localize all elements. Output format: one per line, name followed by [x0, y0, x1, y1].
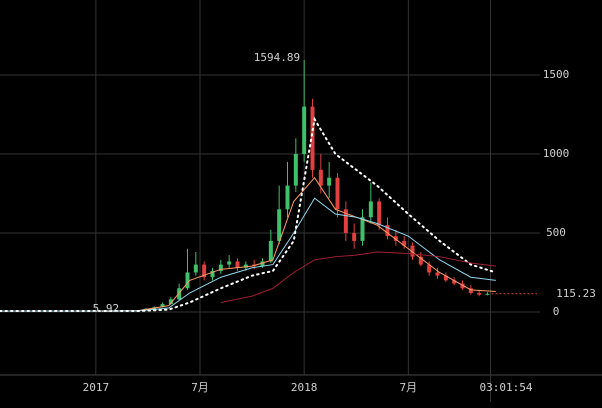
candle-body — [368, 201, 373, 218]
candle-body — [435, 272, 440, 276]
candle-body — [485, 293, 490, 295]
candle-body — [193, 264, 198, 273]
candle-body — [360, 217, 365, 241]
candle-body — [177, 288, 182, 300]
candle-body — [160, 304, 165, 308]
candle-body — [185, 272, 190, 289]
candle-body — [243, 264, 248, 268]
x-tick-label: 2017 — [83, 381, 110, 394]
candle-body — [168, 299, 173, 305]
candle-body — [268, 240, 273, 262]
candle-body — [218, 264, 223, 271]
candle-body — [202, 264, 207, 278]
candle-body — [352, 232, 357, 241]
candle-body — [443, 275, 448, 281]
candle-body — [410, 245, 415, 257]
ma-line — [0, 176, 496, 312]
y-tick-label: 1500 — [543, 68, 570, 81]
candle-body — [310, 106, 315, 170]
y-tick-label: 0 — [553, 305, 560, 318]
ma-line — [0, 197, 496, 312]
candle-body — [210, 270, 215, 278]
candle-body — [452, 280, 457, 284]
candle-body — [460, 283, 465, 289]
candle-body — [302, 106, 307, 155]
candle-body — [260, 261, 265, 267]
candle-body — [277, 209, 282, 241]
candle-body — [468, 288, 473, 294]
candle-body — [318, 169, 323, 186]
last-price-label: 115.23 — [556, 287, 596, 300]
time-label: 03:01:54 — [480, 381, 533, 394]
candle-body — [402, 240, 407, 246]
candle-body — [293, 154, 298, 186]
candle-body — [227, 261, 232, 265]
x-tick-label: 7月 — [400, 381, 418, 394]
candle-body — [335, 177, 340, 210]
candle-body — [477, 293, 482, 295]
candle-body — [285, 185, 290, 210]
candle-body — [343, 209, 348, 233]
candle-body — [427, 264, 432, 273]
max-label: 1594.89 — [254, 51, 300, 64]
x-tick-label: 2018 — [291, 381, 318, 394]
ma-line — [0, 116, 497, 313]
candle-body — [418, 256, 423, 265]
candle-body — [385, 225, 390, 237]
y-tick-label: 500 — [546, 226, 566, 239]
x-tick-label: 7月 — [191, 381, 209, 394]
candle-body — [235, 261, 240, 268]
min-label: 5.92 — [93, 302, 120, 315]
candle-body — [327, 177, 332, 186]
y-tick-label: 1000 — [543, 147, 570, 160]
candle-body — [393, 236, 398, 241]
ma-line — [220, 251, 496, 303]
candle-body — [377, 201, 382, 226]
